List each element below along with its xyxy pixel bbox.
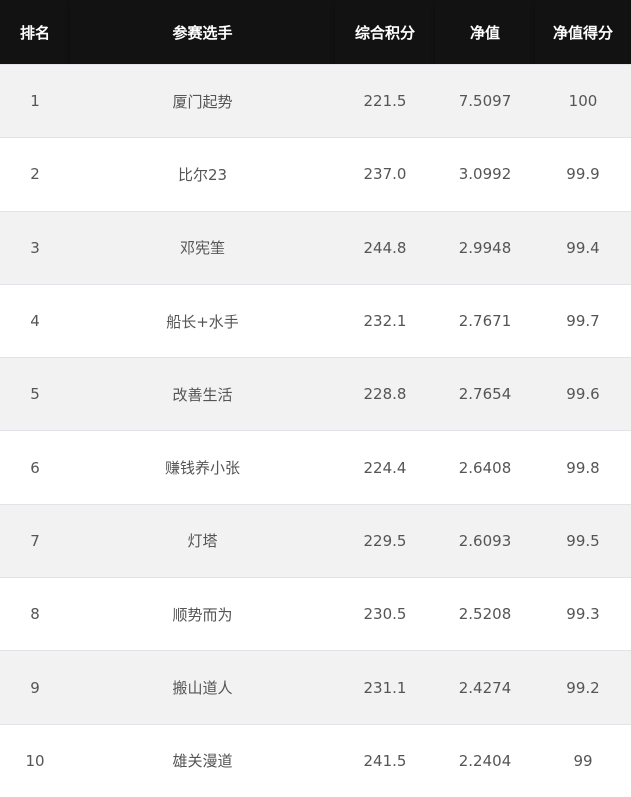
cell-net-value-score: 99.3 [535, 577, 631, 651]
cell-net-value: 2.5208 [435, 577, 535, 651]
table-row: 8 顺势而为 230.5 2.5208 99.3 [0, 577, 631, 651]
cell-total-score: 229.5 [335, 503, 435, 578]
cell-total-score: 224.4 [335, 430, 435, 505]
cell-net-value: 2.2404 [435, 723, 535, 797]
header-net-value-score: 净值得分 [535, 0, 631, 65]
cell-net-value-score: 99.5 [535, 503, 631, 578]
cell-total-score: 221.5 [335, 63, 435, 138]
table-row: 1 厦门起势 221.5 7.5097 100 [0, 63, 631, 138]
cell-rank: 5 [0, 357, 70, 431]
cell-player: 雄关漫道 [70, 723, 335, 797]
header-rank: 排名 [0, 0, 70, 65]
cell-player: 邓宪筀 [70, 210, 335, 285]
cell-net-value: 7.5097 [435, 63, 535, 138]
header-total-score: 综合积分 [335, 0, 435, 65]
cell-rank: 7 [0, 503, 70, 578]
cell-net-value-score: 99.7 [535, 283, 631, 358]
cell-player: 船长+水手 [70, 283, 335, 358]
cell-rank: 2 [0, 137, 70, 212]
cell-net-value-score: 99.6 [535, 357, 631, 431]
table-row: 3 邓宪筀 244.8 2.9948 99.4 [0, 210, 631, 285]
cell-net-value-score: 99.9 [535, 137, 631, 212]
cell-rank: 10 [0, 723, 70, 797]
cell-rank: 6 [0, 430, 70, 505]
cell-player: 搬山道人 [70, 650, 335, 725]
cell-rank: 4 [0, 283, 70, 358]
table-row: 6 赚钱养小张 224.4 2.6408 99.8 [0, 430, 631, 505]
cell-net-value-score: 100 [535, 63, 631, 138]
cell-player: 比尔23 [70, 137, 335, 212]
cell-net-value-score: 99 [535, 723, 631, 797]
cell-net-value-score: 99.2 [535, 650, 631, 725]
cell-net-value-score: 99.8 [535, 430, 631, 505]
cell-rank: 1 [0, 63, 70, 138]
cell-net-value: 3.0992 [435, 137, 535, 212]
cell-player: 改善生活 [70, 357, 335, 431]
cell-player: 顺势而为 [70, 577, 335, 651]
header-row: 排名 参赛选手 综合积分 净值 净值得分 [0, 0, 631, 65]
cell-net-value: 2.6093 [435, 503, 535, 578]
cell-net-value: 2.4274 [435, 650, 535, 725]
cell-net-value-score: 99.4 [535, 210, 631, 285]
cell-total-score: 231.1 [335, 650, 435, 725]
cell-net-value: 2.6408 [435, 430, 535, 505]
cell-player: 灯塔 [70, 503, 335, 578]
cell-player: 赚钱养小张 [70, 430, 335, 505]
header-player: 参赛选手 [70, 0, 335, 65]
header-net-value: 净值 [435, 0, 535, 65]
table-row: 10 雄关漫道 241.5 2.2404 99 [0, 723, 631, 797]
cell-total-score: 241.5 [335, 723, 435, 797]
cell-total-score: 237.0 [335, 137, 435, 212]
cell-net-value: 2.9948 [435, 210, 535, 285]
cell-rank: 8 [0, 577, 70, 651]
table-row: 7 灯塔 229.5 2.6093 99.5 [0, 503, 631, 578]
cell-net-value: 2.7654 [435, 357, 535, 431]
cell-rank: 9 [0, 650, 70, 725]
cell-total-score: 228.8 [335, 357, 435, 431]
cell-total-score: 244.8 [335, 210, 435, 285]
table-row: 4 船长+水手 232.1 2.7671 99.7 [0, 283, 631, 358]
table-row: 2 比尔23 237.0 3.0992 99.9 [0, 137, 631, 212]
cell-net-value: 2.7671 [435, 283, 535, 358]
table-row: 5 改善生活 228.8 2.7654 99.6 [0, 357, 631, 431]
cell-rank: 3 [0, 210, 70, 285]
cell-total-score: 230.5 [335, 577, 435, 651]
cell-player: 厦门起势 [70, 63, 335, 138]
table-row: 9 搬山道人 231.1 2.4274 99.2 [0, 650, 631, 725]
cell-total-score: 232.1 [335, 283, 435, 358]
